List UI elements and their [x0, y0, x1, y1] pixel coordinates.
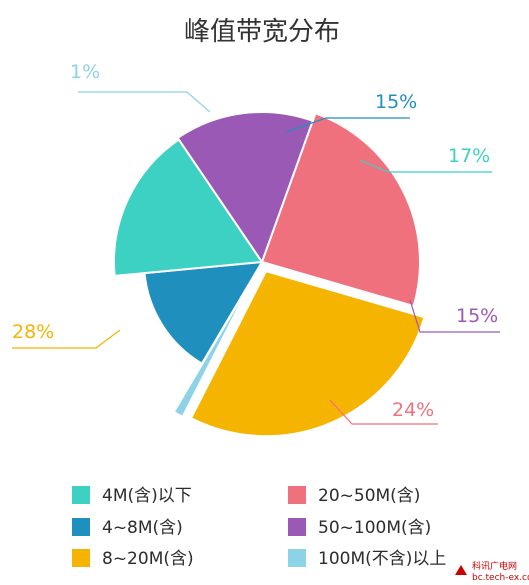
callout-line: [359, 159, 492, 173]
slice-percent-label: 28%: [12, 321, 54, 343]
callout-line: [285, 117, 410, 133]
legend-swatch: [288, 549, 306, 567]
legend-swatch: [288, 486, 306, 504]
chart-legend: 4M(含)以下 20~50M(含) 4~8M(含) 50~100M(含) 8~20M(含…: [72, 486, 446, 569]
legend-swatch: [288, 518, 306, 536]
callout-line: [329, 399, 438, 425]
legend-label: 20~50M(含): [318, 486, 420, 506]
slice-percent-label: 1%: [70, 61, 100, 83]
watermark-line2: bc.tech-ex.com: [472, 573, 529, 583]
legend-swatch: [72, 518, 90, 536]
pie-callouts: 1% 15% 17% 15% 24% 28%: [12, 61, 500, 425]
pie-slice: [176, 111, 315, 265]
slice-percent-label: 15%: [375, 91, 417, 113]
pie-slice: [189, 269, 426, 438]
slice-percent-label: 17%: [448, 145, 490, 167]
legend-label: 4~8M(含): [102, 518, 183, 538]
pie-slice: [260, 112, 421, 308]
callout-line: [78, 91, 211, 113]
slice-percent-label: 24%: [392, 399, 434, 421]
legend-label: 8~20M(含): [102, 549, 194, 569]
watermark: 科讯广电网 bc.tech-ex.com: [448, 558, 529, 585]
watermark-logo-icon: [455, 565, 467, 575]
legend-label: 50~100M(含): [318, 518, 431, 538]
pie-slice: [172, 273, 257, 419]
callout-line: [409, 299, 500, 333]
callout-line: [12, 329, 121, 349]
watermark-line1: 科讯广电网: [472, 560, 517, 572]
pie-slices: [113, 111, 426, 438]
pie-slice: [143, 260, 264, 365]
legend-swatch: [72, 549, 90, 567]
legend-label: 4M(含)以下: [102, 486, 192, 506]
pie-slice: [113, 138, 264, 278]
legend-swatch: [72, 486, 90, 504]
chart-title: 峰值带宽分布: [184, 17, 340, 47]
slice-percent-label: 15%: [456, 305, 498, 327]
legend-label: 100M(不含)以上: [318, 549, 446, 569]
